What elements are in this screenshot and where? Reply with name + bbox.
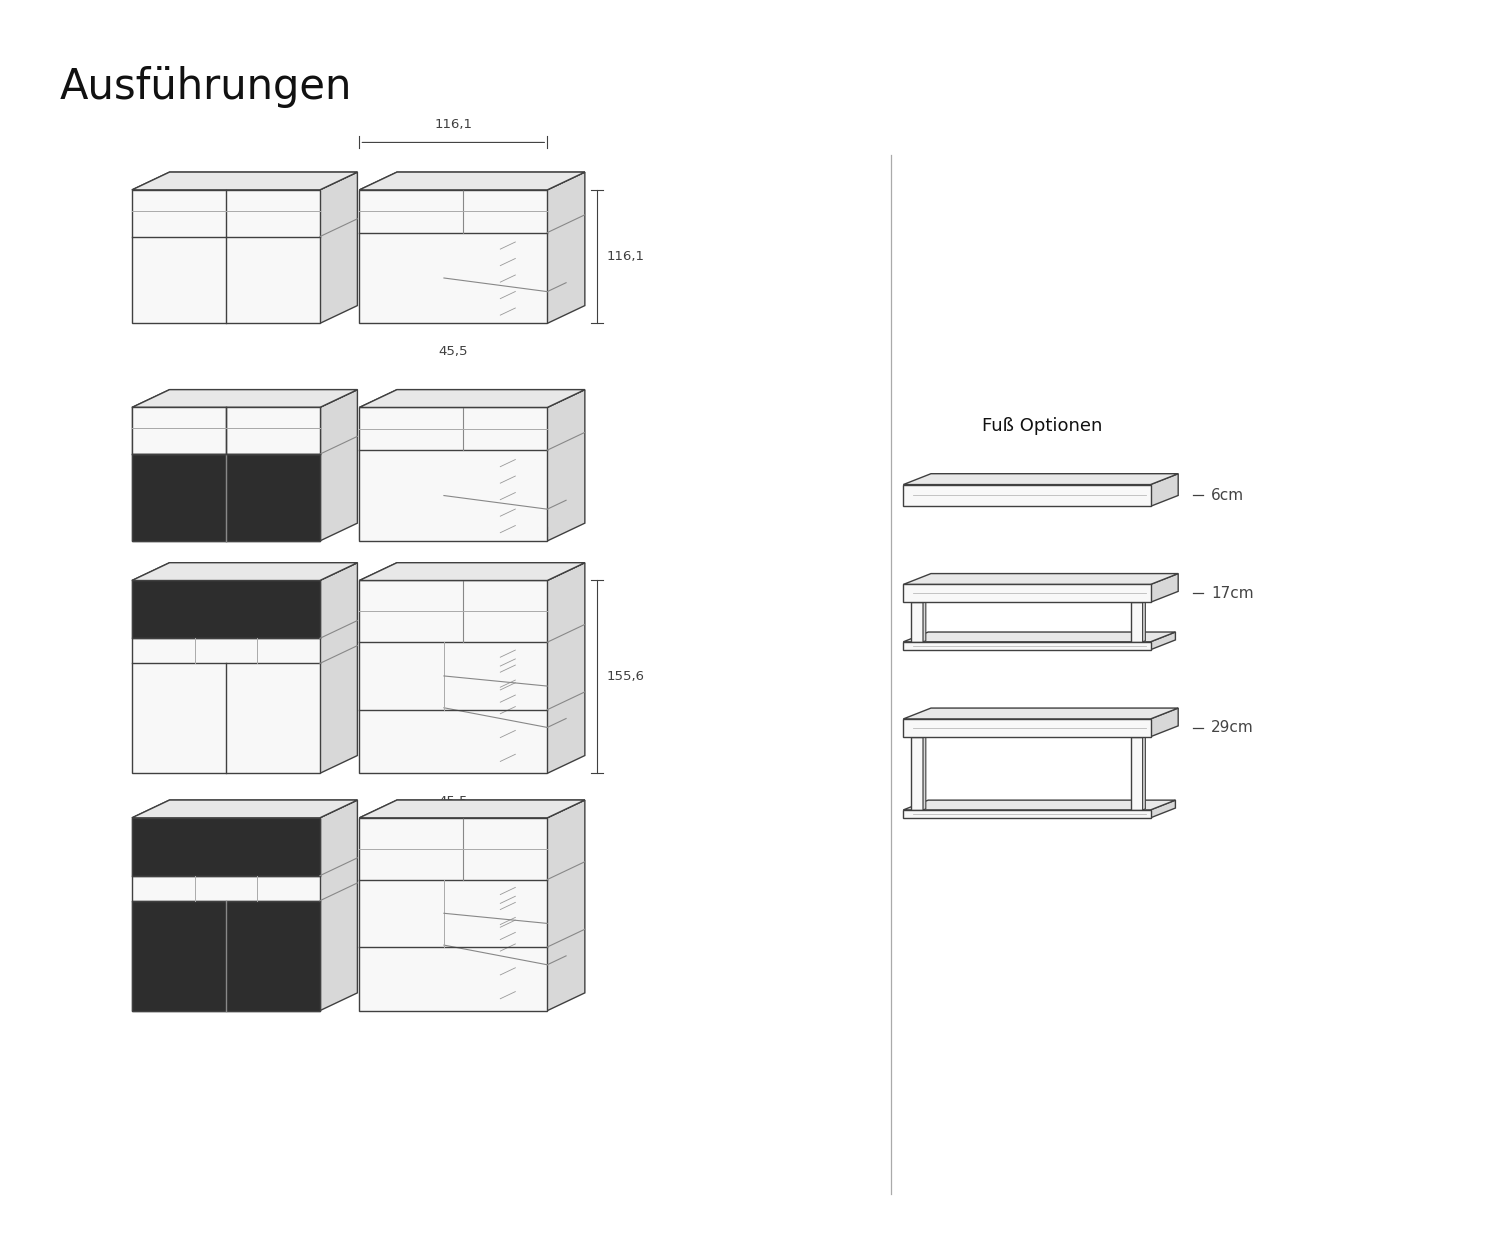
Polygon shape [132,562,357,580]
Polygon shape [1150,707,1178,736]
Polygon shape [903,585,1150,602]
Polygon shape [903,800,1176,810]
Polygon shape [320,390,357,541]
Polygon shape [548,562,585,774]
Polygon shape [132,562,357,580]
Text: 116,1: 116,1 [606,250,645,264]
Polygon shape [903,719,1150,736]
Polygon shape [1150,474,1178,506]
Polygon shape [360,800,585,818]
Polygon shape [132,190,320,324]
Polygon shape [360,562,585,580]
Polygon shape [548,390,585,541]
Polygon shape [360,580,548,774]
Polygon shape [132,173,357,190]
Polygon shape [132,800,357,818]
Text: 6cm: 6cm [1210,488,1243,502]
Polygon shape [320,562,357,774]
Polygon shape [360,800,585,818]
Polygon shape [1150,800,1176,818]
Polygon shape [132,901,320,1011]
Polygon shape [360,173,585,190]
Bar [1131,602,1143,641]
Bar [1131,736,1143,810]
Polygon shape [132,818,320,1011]
Polygon shape [360,173,585,190]
Polygon shape [903,474,1178,485]
Polygon shape [132,454,320,541]
Polygon shape [132,390,357,408]
Polygon shape [132,580,320,639]
Text: Fuß Optionen: Fuß Optionen [982,418,1102,435]
Polygon shape [903,485,1150,506]
Polygon shape [548,800,585,1011]
Polygon shape [360,390,585,408]
Polygon shape [132,800,357,818]
Polygon shape [132,408,320,454]
Polygon shape [132,580,320,774]
Polygon shape [922,601,926,641]
Text: 116,1: 116,1 [435,509,472,521]
Polygon shape [548,173,585,324]
Polygon shape [360,408,548,541]
Polygon shape [132,173,357,190]
Polygon shape [1150,574,1178,602]
Polygon shape [903,574,1178,585]
Text: 45,5: 45,5 [438,345,468,359]
Polygon shape [1143,601,1146,641]
Polygon shape [903,641,1150,650]
Bar [910,602,922,641]
Polygon shape [903,810,1150,818]
Polygon shape [132,818,320,876]
Polygon shape [360,562,585,580]
Text: 116,1: 116,1 [435,118,472,130]
Polygon shape [360,818,548,1011]
Text: 17cm: 17cm [1210,586,1254,601]
Polygon shape [320,800,357,1011]
Polygon shape [903,632,1176,641]
Polygon shape [132,390,357,408]
Polygon shape [360,390,585,408]
Polygon shape [1143,736,1146,810]
Polygon shape [320,173,357,324]
Text: 155,6: 155,6 [606,670,645,684]
Text: Ausführungen: Ausführungen [60,66,352,109]
Text: 29cm: 29cm [1210,720,1254,735]
Polygon shape [360,190,548,324]
Polygon shape [903,707,1178,719]
Polygon shape [132,408,320,541]
Polygon shape [922,736,926,810]
Polygon shape [1150,632,1176,650]
Text: 45,5: 45,5 [438,795,468,808]
Bar [910,736,922,810]
